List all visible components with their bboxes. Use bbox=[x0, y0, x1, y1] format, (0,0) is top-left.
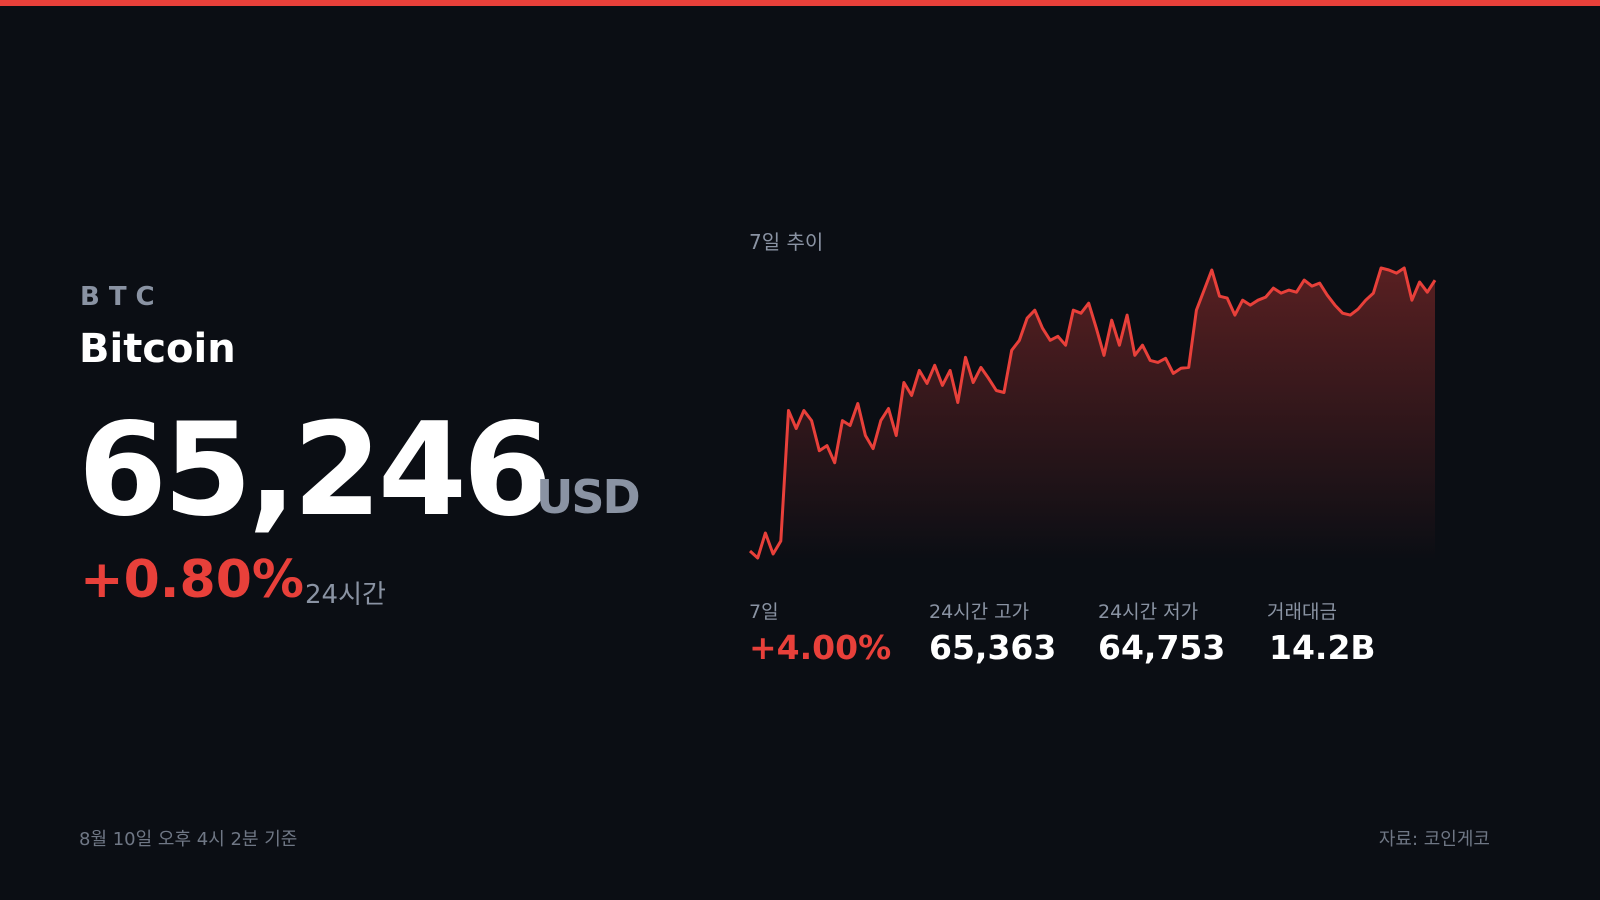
chart-title: 7일 추이 bbox=[749, 230, 824, 254]
change: +0.80% bbox=[80, 550, 304, 610]
stat-label: 거래대금 bbox=[1267, 601, 1337, 623]
area bbox=[750, 268, 1435, 560]
coin-name: Bitcoin bbox=[79, 326, 236, 372]
stat-label: 7일 bbox=[749, 601, 779, 623]
timestamp: 8월 10일 오후 4시 2분 기준 bbox=[79, 829, 298, 850]
price-line bbox=[748, 266, 1437, 560]
stat-label: 24시간 저가 bbox=[1098, 601, 1199, 623]
stat-label: 24시간 고가 bbox=[929, 601, 1030, 623]
stat-value: 65,363 bbox=[929, 628, 1057, 667]
stat-value: 14.2B bbox=[1269, 628, 1376, 667]
stat-value: +4.00% bbox=[749, 628, 892, 667]
ticker: BTC bbox=[80, 282, 164, 312]
price: 65,246 bbox=[78, 396, 552, 545]
source: 자료: 코인게코 bbox=[1378, 829, 1490, 850]
change-period: 24시간 bbox=[305, 580, 386, 610]
currency: USD bbox=[536, 470, 641, 524]
stat-value: 64,753 bbox=[1098, 628, 1226, 667]
top-bar bbox=[0, 0, 1600, 6]
